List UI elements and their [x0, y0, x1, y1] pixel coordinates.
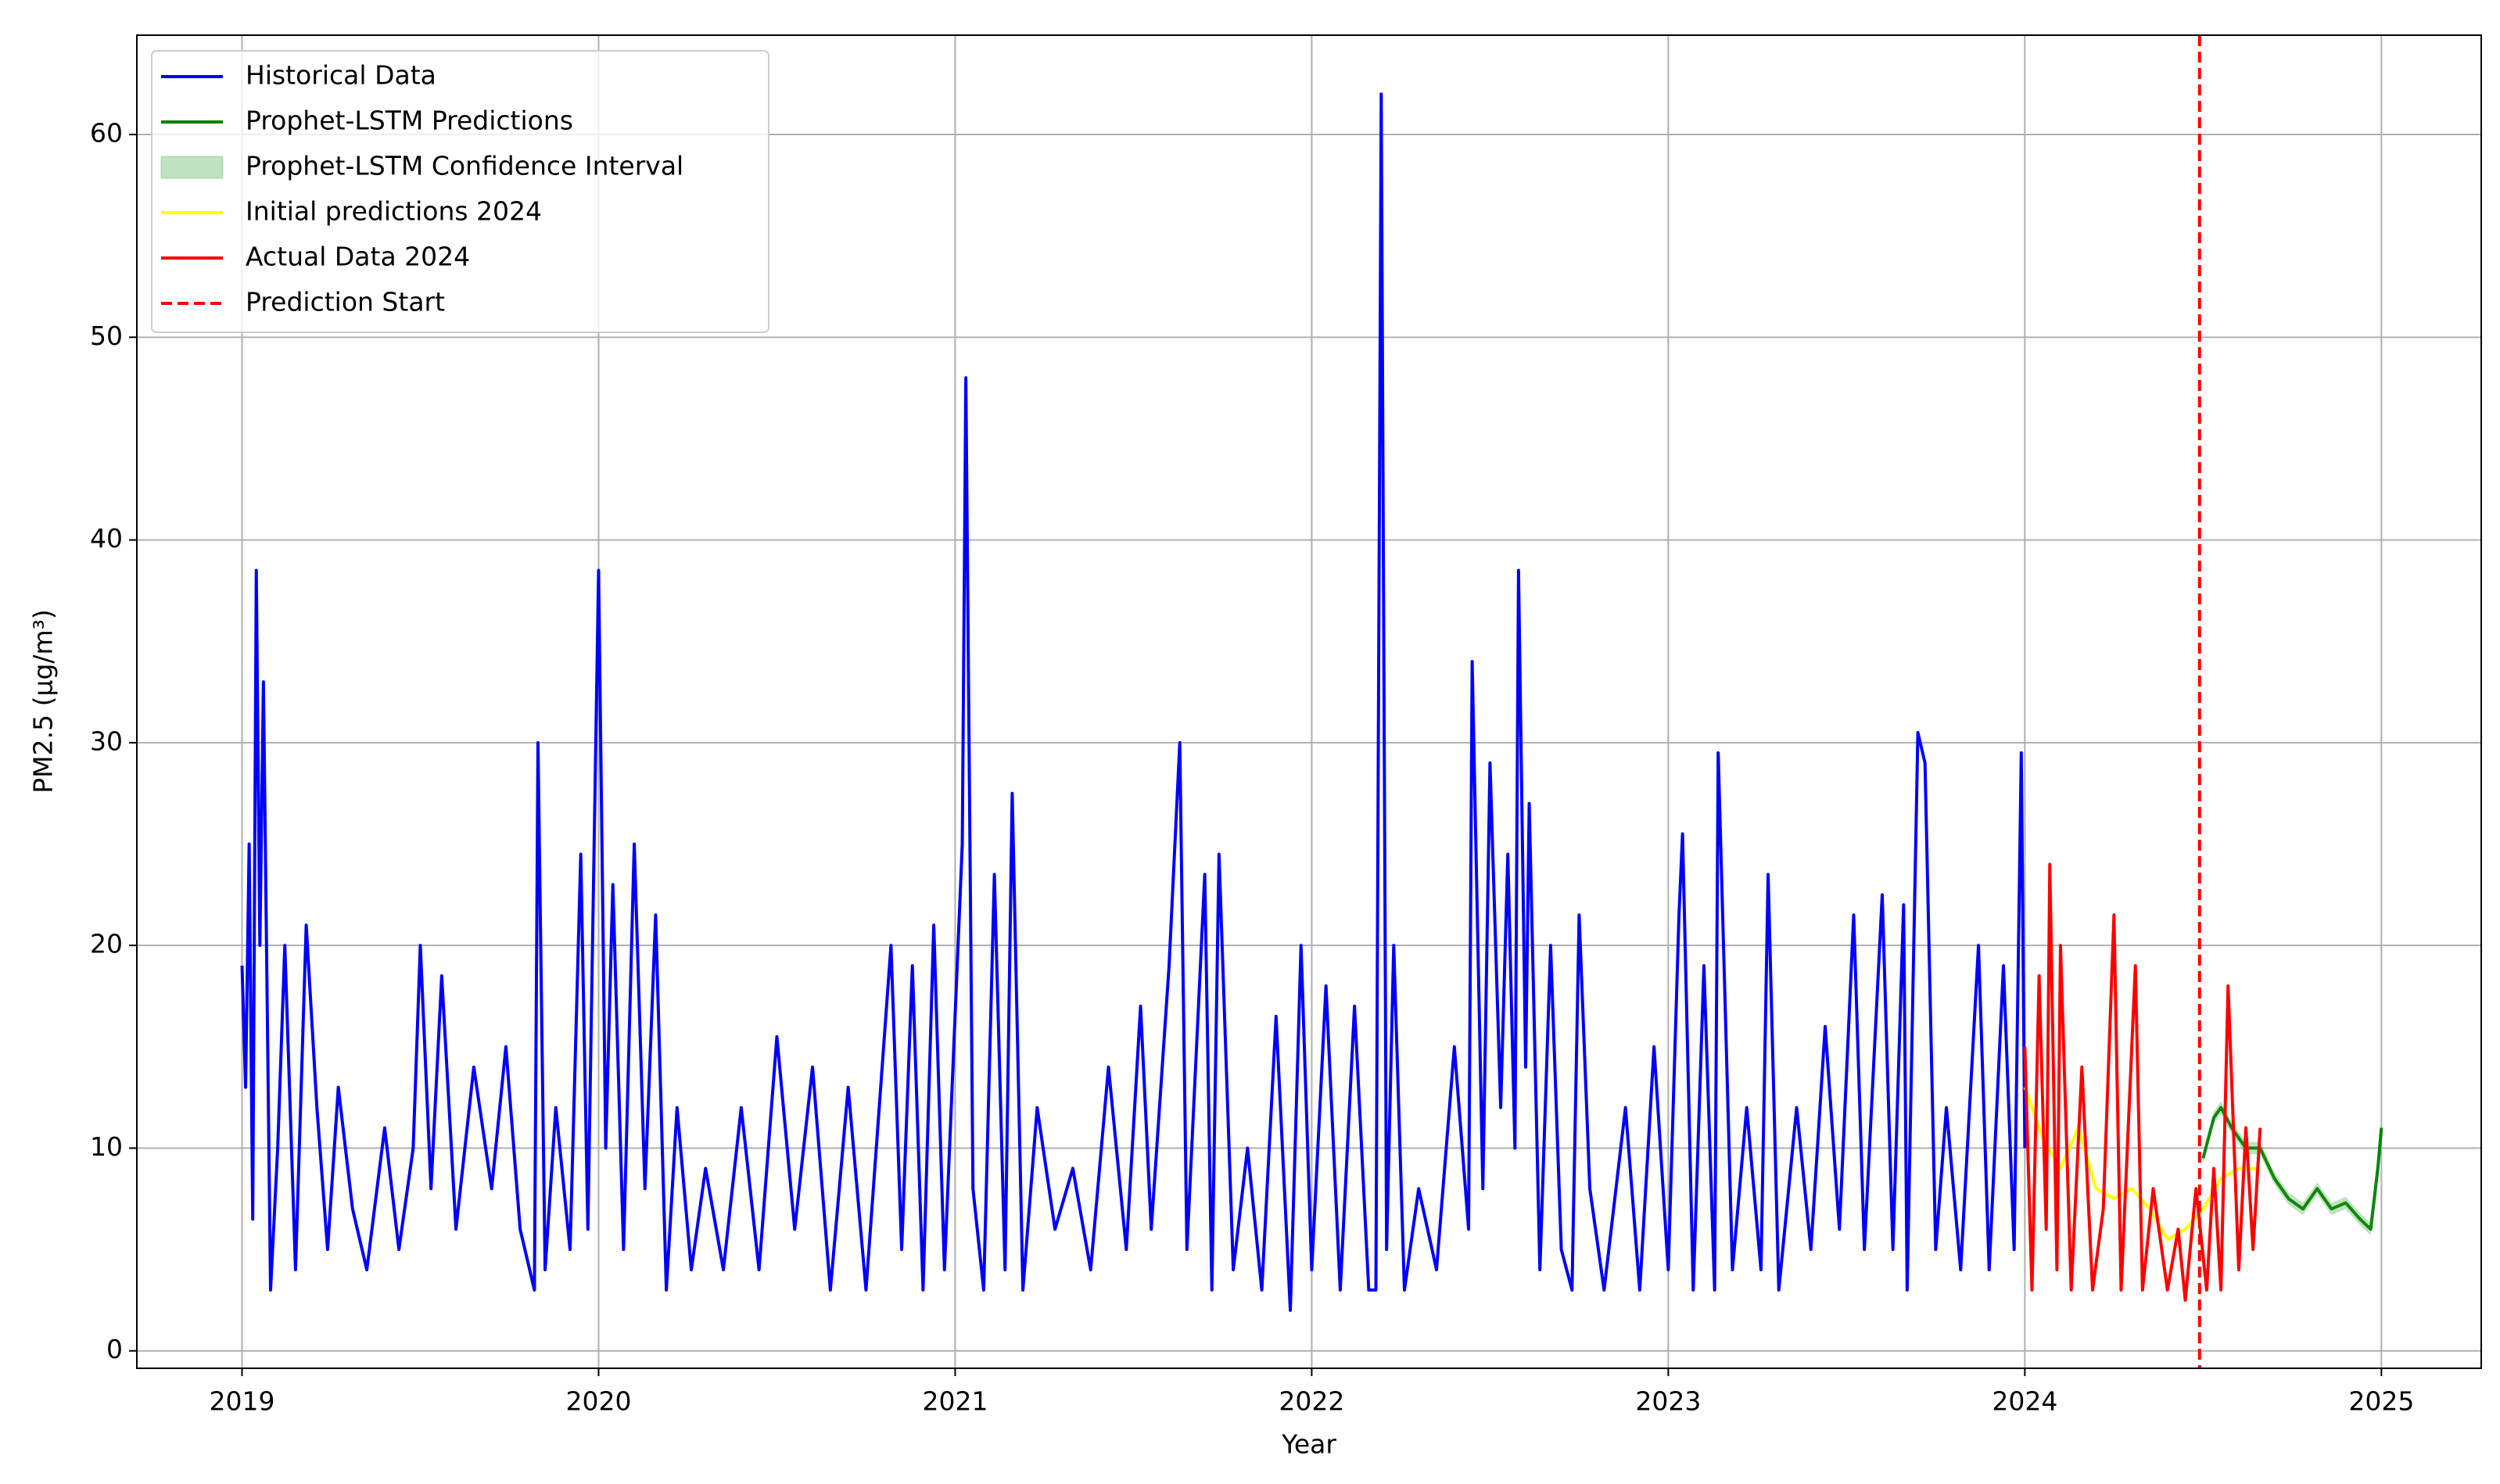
x-axis-label: Year — [1281, 1429, 1336, 1460]
x-tick-label: 2023 — [1635, 1386, 1701, 1417]
x-tick-label: 2019 — [210, 1386, 275, 1417]
confidence-band — [2203, 1101, 2382, 1235]
y-tick-label: 60 — [90, 118, 123, 149]
legend-label: Prophet-LSTM Predictions — [246, 106, 573, 136]
x-tick-label: 2025 — [2348, 1386, 2414, 1417]
y-axis-label: PM2.5 (µg/m³) — [28, 609, 59, 794]
legend-label: Prophet-LSTM Confidence Interval — [246, 151, 683, 181]
x-tick-label: 2021 — [922, 1386, 988, 1417]
y-tick-label: 30 — [90, 726, 123, 756]
series-line — [2023, 862, 2262, 1302]
y-tick-label: 50 — [90, 321, 123, 351]
legend-label: Initial predictions 2024 — [246, 196, 542, 227]
plot-area — [240, 35, 2383, 1368]
axes-frame — [136, 34, 2482, 1369]
x-tick-label: 2020 — [565, 1386, 631, 1417]
legend-swatch — [160, 156, 224, 179]
series-line — [240, 92, 2027, 1312]
y-tick-label: 20 — [90, 929, 123, 959]
x-tick-label: 2022 — [1279, 1386, 1344, 1417]
legend-label: Historical Data — [246, 60, 436, 91]
y-tick-label: 0 — [106, 1334, 123, 1364]
legend-box — [151, 50, 769, 333]
y-tick-label: 10 — [90, 1131, 123, 1162]
x-tick-label: 2024 — [1992, 1386, 2057, 1417]
legend-label: Prediction Start — [246, 287, 445, 317]
legend-label: Actual Data 2024 — [246, 242, 470, 272]
y-tick-label: 40 — [90, 523, 123, 554]
